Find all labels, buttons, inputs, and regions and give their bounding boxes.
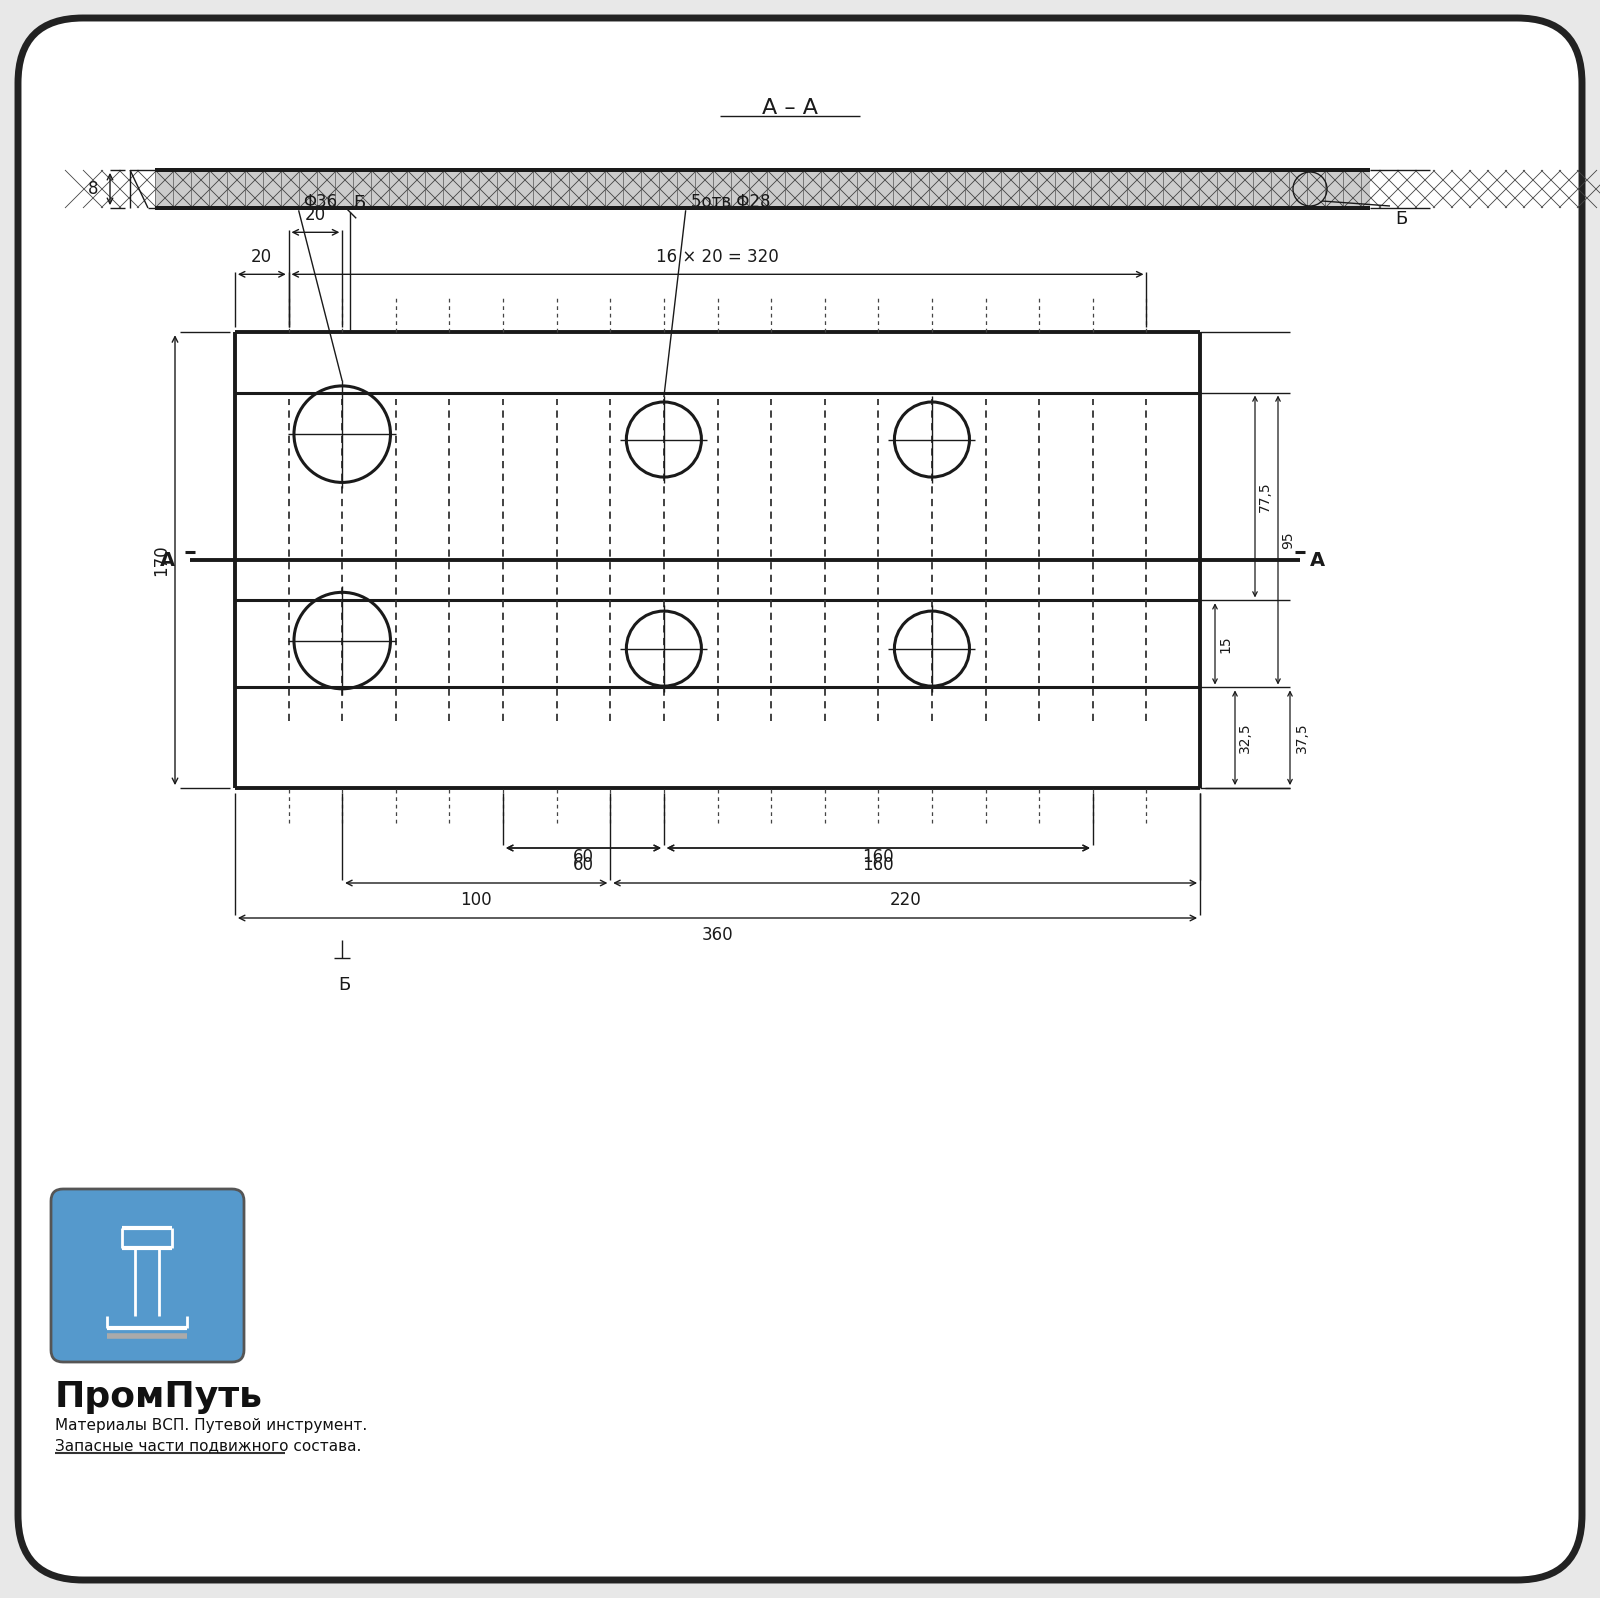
Text: Материалы ВСП. Путевой инструмент.: Материалы ВСП. Путевой инструмент. (54, 1417, 368, 1433)
Text: Б: Б (338, 976, 350, 994)
Text: A: A (1310, 551, 1325, 569)
Text: 16 × 20 = 320: 16 × 20 = 320 (656, 248, 779, 267)
Text: A: A (160, 551, 174, 569)
Text: Φ36: Φ36 (304, 193, 338, 211)
Text: 170: 170 (152, 545, 170, 575)
Text: 37,5: 37,5 (1294, 722, 1309, 753)
Bar (155, 169, 1370, 208)
Text: Б: Б (354, 195, 365, 213)
Text: 60: 60 (573, 849, 594, 866)
Text: 15: 15 (1218, 634, 1232, 652)
Text: A – A: A – A (762, 97, 818, 118)
Text: 20: 20 (306, 206, 326, 224)
Text: 220: 220 (890, 892, 922, 909)
Text: 100: 100 (461, 892, 493, 909)
Text: Запасные части подвижного состава.: Запасные части подвижного состава. (54, 1438, 362, 1453)
Text: 5отв Φ28: 5отв Φ28 (691, 193, 770, 211)
FancyBboxPatch shape (18, 18, 1582, 1580)
Text: 32,5: 32,5 (1238, 722, 1251, 753)
Text: 77,5: 77,5 (1258, 481, 1272, 511)
Text: 60: 60 (573, 857, 594, 874)
Bar (155, 169, 1370, 208)
FancyBboxPatch shape (51, 1189, 243, 1361)
Text: 20: 20 (251, 248, 272, 267)
Text: 160: 160 (862, 849, 894, 866)
Text: ПромПуть: ПромПуть (54, 1381, 262, 1414)
Text: 160: 160 (862, 857, 894, 874)
Text: 360: 360 (702, 925, 733, 944)
Text: 95: 95 (1282, 531, 1294, 548)
Text: 8: 8 (88, 181, 98, 198)
Text: Б: Б (1395, 209, 1408, 229)
